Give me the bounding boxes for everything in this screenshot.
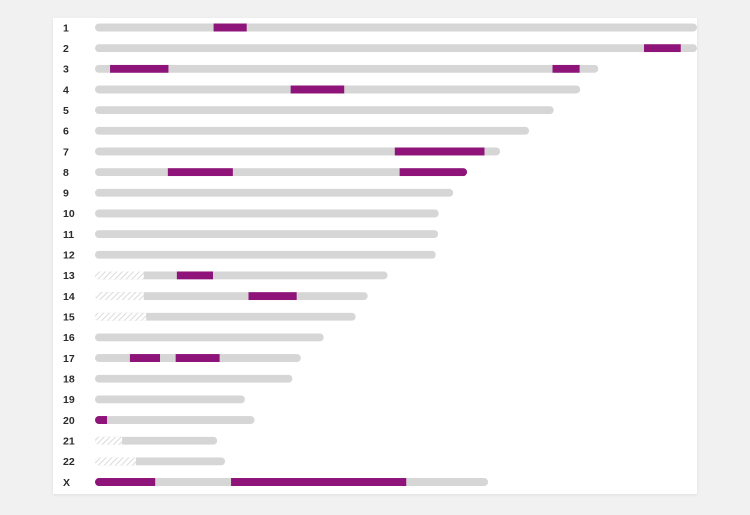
highlight-segment [175,354,220,363]
chromosome-bar [95,230,439,239]
chromosome-row-6: 6 [63,126,530,138]
chromosome-label: 11 [63,229,74,241]
chromosome-bar [95,271,388,280]
chromosome-row-21: 21 [63,436,218,448]
chromosome-label: 9 [63,188,69,200]
chromosome-row-1: 1 [63,22,697,34]
chromosome-label: 6 [63,126,69,138]
unsequenced-region [95,292,144,301]
chromosome-label: 3 [63,64,69,76]
chromosome-row-4: 4 [63,84,581,96]
chromosome-row-18: 18 [63,374,293,386]
highlight-segment [176,271,213,280]
chromosome-bar [95,457,226,466]
chromosome-row-5: 5 [63,105,554,117]
chromosome-label: 7 [63,146,69,158]
highlight-segment [129,354,161,363]
chromosome-label: 8 [63,167,69,179]
chromosome-row-14: 14 [63,291,368,303]
chromosome-row-17: 17 [63,353,301,365]
chromosome-row-11: 11 [63,229,439,241]
chromosome-label: X [63,477,70,489]
chromosome-bar [95,436,218,445]
chromosome-bar [95,126,530,135]
chromosome-bar [95,333,324,342]
highlight-segment [290,85,345,94]
highlight-segment [231,478,407,487]
chromosome-label: 12 [63,250,75,262]
chromosome-row-2: 2 [63,43,697,55]
chromosome-row-12: 12 [63,250,436,262]
chromosome-label: 16 [63,332,75,344]
unsequenced-region [95,312,147,321]
chromosome-row-x: X [63,477,489,489]
chromosome-label: 19 [63,394,75,406]
chromosome-label: 21 [63,436,75,448]
chromosome-label: 4 [63,84,69,96]
chromosome-bar [95,395,245,404]
chromosome-bar [95,64,599,73]
unsequenced-region [95,271,144,280]
chromosome-label: 20 [63,415,75,427]
chromosome-bar [95,188,454,197]
ideogram-card: 1 2 3 4 5 6 7 8 9 10 11 12 13 14 15 16 17 18 19 20 21 22 X [53,18,697,494]
unsequenced-region [95,457,136,466]
chromosome-bar [95,168,468,177]
highlight-segment [248,292,297,301]
chromosome-bar [95,312,356,321]
chromosome-label: 1 [63,22,69,34]
chromosome-row-16: 16 [63,332,324,344]
chromosome-label: 22 [63,456,75,468]
chromosome-label: 5 [63,105,69,117]
chromosome-bar [95,416,255,425]
chromosome-bar [95,209,439,218]
chromosome-label: 18 [63,374,75,386]
unsequenced-region [95,436,123,445]
chromosome-bar [95,250,436,259]
chromosome-row-3: 3 [63,64,599,76]
highlight-segment [213,23,247,32]
chromosome-bar [95,292,368,301]
highlight-segment [95,478,156,487]
chromosome-row-13: 13 [63,270,388,282]
chromosome-row-10: 10 [63,208,439,220]
chromosome-row-8: 8 [63,167,468,179]
highlight-segment [167,168,233,177]
chromosome-label: 15 [63,312,75,324]
highlight-segment [399,168,468,177]
highlight-segment [644,44,681,53]
chromosome-row-15: 15 [63,312,356,324]
chromosome-label: 10 [63,208,75,220]
chromosome-bar [95,147,501,156]
chromosome-label: 2 [63,43,69,55]
chromosome-label: 17 [63,353,75,365]
chromosome-row-7: 7 [63,146,501,158]
chromosome-row-20: 20 [63,415,255,427]
chromosome-row-19: 19 [63,394,245,406]
chromosome-bar [95,23,697,32]
chromosome-row-22: 22 [63,456,226,468]
chromosome-bar [95,374,293,383]
chromosome-bar [95,44,697,53]
chromosome-bar [95,106,554,115]
highlight-segment [110,64,169,73]
chromosome-row-9: 9 [63,188,454,200]
chromosome-label: 14 [63,291,75,303]
highlight-segment [552,64,580,73]
chromosome-label: 13 [63,270,75,282]
highlight-segment [394,147,485,156]
highlight-segment [95,416,108,425]
